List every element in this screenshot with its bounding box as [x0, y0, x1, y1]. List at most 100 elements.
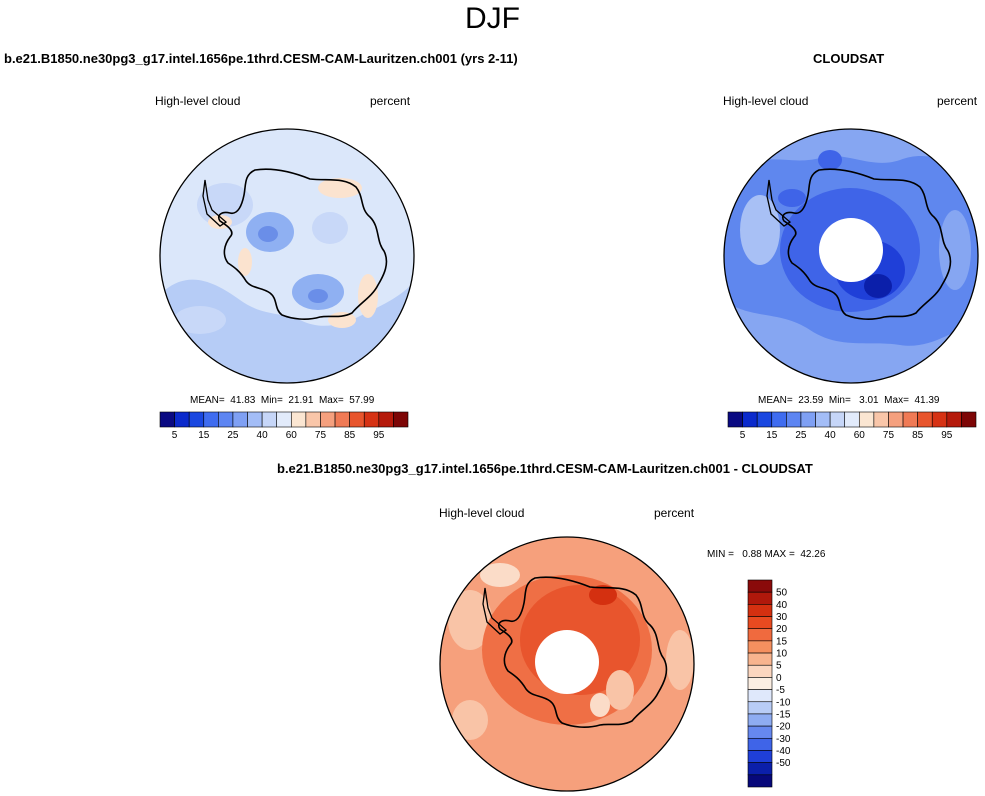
left-colorbar-box	[393, 411, 409, 428]
diff-map-border	[439, 536, 695, 792]
right-colorbar-box	[858, 411, 875, 428]
diff-colorbar-tick-label: -10	[776, 697, 791, 708]
diff-colorbar-box	[747, 762, 773, 776]
left-map-contour-patch	[238, 248, 252, 276]
right-colorbar-tick-label: 5	[740, 430, 746, 441]
left-map-contour-patch	[328, 312, 356, 328]
diff-map-contour-patch	[666, 630, 694, 690]
right-colorbar-box	[888, 411, 904, 428]
right-colorbar-tick-label: 15	[766, 430, 778, 441]
right-panel-variable: High-level cloud	[723, 94, 809, 108]
left-case-title: b.e21.B1850.ne30pg3_g17.intel.1656pe.1th…	[4, 51, 518, 66]
right-map-contour-patch	[818, 150, 842, 170]
right-colorbar-box	[742, 411, 758, 428]
left-colorbar-tick-label: 5	[172, 430, 178, 441]
right-peninsula-coastline	[766, 179, 792, 227]
diff-map-polar-hole	[535, 630, 599, 694]
figure-title: DJF	[465, 2, 520, 35]
left-colorbar-box	[363, 411, 380, 428]
left-colorbar-box	[320, 411, 336, 428]
diff-colorbar-box	[747, 591, 773, 605]
diff-colorbar-box	[747, 750, 773, 763]
left-map-contour-patch	[308, 289, 328, 303]
left-colorbar-box	[218, 411, 234, 428]
diff-colorbar-box	[747, 628, 773, 642]
left-map-contour-patch	[197, 183, 253, 227]
left-map-contour-patch	[174, 306, 226, 334]
left-colorbar-box	[334, 411, 350, 428]
diff-map-contour-patch	[448, 590, 492, 650]
right-colorbar: 5 15 25 40 60 75 85 95	[727, 411, 977, 441]
diff-colorbar-tick-label: 15	[776, 636, 788, 647]
right-colorbar-box	[873, 411, 889, 428]
diff-colorbar-box	[747, 640, 773, 654]
diff-colorbar-box	[747, 616, 773, 630]
diff-peninsula-coastline	[482, 587, 508, 635]
left-colorbar-tick-label: 60	[286, 430, 298, 441]
diff-colorbar-tick-label: 5	[776, 661, 782, 672]
diff-panel-variable: High-level cloud	[439, 506, 525, 520]
diff-panel-units: percent	[654, 506, 695, 520]
right-polar-map	[724, 129, 978, 383]
diff-colorbar-box	[747, 774, 773, 788]
right-colorbar-box	[800, 411, 816, 428]
diff-colorbar-tick-label: 10	[776, 649, 788, 660]
left-colorbar-tick-label: 15	[198, 430, 210, 441]
left-map-contour-band	[160, 279, 414, 383]
right-colorbar-tick-label: 85	[912, 430, 924, 441]
diff-case-title: b.e21.B1850.ne30pg3_g17.intel.1656pe.1th…	[277, 461, 813, 476]
diff-colorbar-box	[747, 701, 773, 715]
diff-colorbar-box	[747, 737, 773, 751]
left-colorbar-tick-label: 25	[227, 430, 239, 441]
left-colorbar-box	[232, 411, 248, 428]
right-colorbar-box	[917, 411, 933, 428]
right-case-title: CLOUDSAT	[813, 51, 885, 66]
diff-polar-map	[440, 537, 694, 791]
right-colorbar-box	[771, 411, 787, 428]
diff-colorbar-box	[747, 689, 773, 703]
right-colorbar-box	[946, 411, 962, 428]
diff-colorbar-tick-label: -20	[776, 722, 791, 733]
left-colorbar-box	[349, 411, 365, 428]
diff-colorbar-box	[747, 664, 773, 678]
left-colorbar-box	[261, 411, 278, 428]
left-colorbar-box	[188, 411, 205, 428]
diff-colorbar-box	[747, 652, 773, 666]
right-colorbar-box	[961, 411, 977, 428]
right-panel-stats: MEAN= 23.59 Min= 3.01 Max= 41.39	[758, 395, 940, 406]
diff-map-contour-patch	[480, 563, 520, 587]
diff-map-contour-patch	[589, 585, 617, 605]
left-colorbar-box	[290, 411, 307, 428]
diff-colorbar-tick-label: 0	[776, 673, 782, 684]
right-colorbar-box	[844, 411, 860, 428]
diff-colorbar-box	[747, 579, 773, 593]
diff-map-contour-patch	[452, 700, 488, 740]
right-map-contour-patch	[740, 195, 780, 265]
diff-colorbar-box	[747, 677, 773, 690]
diff-colorbar-tick-label: -50	[776, 758, 791, 769]
diff-colorbar-tick-label: 50	[776, 588, 788, 599]
right-colorbar-tick-label: 75	[883, 430, 895, 441]
right-colorbar-box	[815, 411, 831, 428]
diff-colorbar-box	[747, 725, 773, 739]
right-colorbar-box	[931, 411, 948, 428]
diff-map-contour-patch	[606, 670, 634, 710]
diff-colorbar-tick-label: -5	[776, 685, 785, 696]
right-colorbar-tick-label: 25	[795, 430, 807, 441]
left-map-contour-patch	[258, 226, 278, 242]
right-colorbar-box	[902, 411, 918, 428]
right-map-contour-patch	[864, 274, 892, 298]
left-colorbar-tick-label: 75	[315, 430, 327, 441]
right-colorbar-tick-label: 60	[854, 430, 866, 441]
diff-colorbar-box	[747, 713, 773, 727]
left-panel-variable: High-level cloud	[155, 94, 241, 108]
left-colorbar-box	[276, 411, 292, 428]
right-panel-units: percent	[937, 94, 978, 108]
left-panel-units: percent	[370, 94, 411, 108]
right-colorbar-tick-label: 40	[825, 430, 837, 441]
left-map-contour-patch	[358, 274, 378, 318]
right-colorbar-tick-label: 95	[941, 430, 953, 441]
diff-colorbar-box	[747, 604, 773, 617]
diff-colorbar-tick-label: -40	[776, 746, 791, 757]
